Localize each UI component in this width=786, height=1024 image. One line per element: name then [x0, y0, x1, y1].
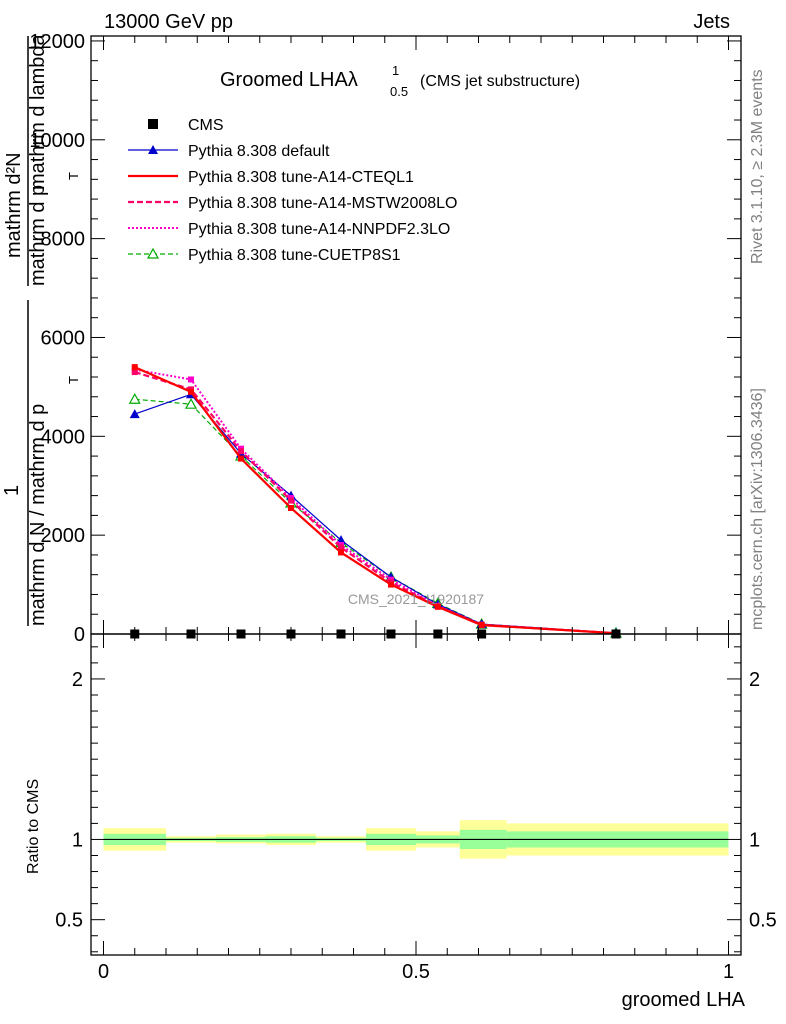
series-2-point-2 [238, 455, 244, 462]
x-tick-label-0: 0 [98, 961, 109, 983]
ylabel-prefix: 1 [1, 485, 23, 496]
rivet-label: Rivet 3.1.10, ≥ 2.3M events [749, 69, 766, 264]
y-tick-label-1: 2000 [41, 525, 86, 547]
plot-frames: 0 2000 4000 6000 8000 10000 12000 0 0.5 1 0.5 0.5 1 1… [29, 31, 776, 983]
legend-marker-cms [148, 119, 158, 129]
x-tick-label-2: 1 [723, 961, 734, 983]
legend-marker-cuetp8s1 [146, 247, 160, 259]
title-sup: 1 [392, 63, 399, 78]
y-tick-label-0: 0 [74, 624, 85, 646]
legend-label-mstw: Pythia 8.308 tune-A14-MSTW2008LO [188, 195, 457, 212]
title-main: Groomed LHAλ [220, 69, 358, 91]
legend-label-cuetp8s1: Pythia 8.308 tune-CUETP8S1 [188, 247, 401, 264]
series-3-point-2 [238, 448, 244, 455]
watermark: CMS_2021_I1920187 [348, 591, 484, 607]
series-4-point-1 [188, 376, 194, 383]
legend-label-cteql1: Pythia 8.308 tune-A14-CTEQL1 [188, 169, 414, 186]
series-3-point-0 [131, 369, 138, 376]
ylabel-prefix-denom: mathrm d N / mathrm d p [27, 404, 49, 626]
svg-text:Groomed LHAλ: Groomed LHAλ [220, 69, 358, 91]
series-2-point-1 [188, 388, 194, 395]
ratio-y-tick-label-2: 2 [72, 669, 83, 691]
y-axis-label: mathrm d²N mathrm d p T mathrm d lambda … [1, 34, 81, 626]
ratio-frame [90, 633, 742, 956]
series-5-point-0 [128, 393, 141, 404]
plot-title: Groomed LHAλ 1 0.5 (CMS jet substructure… [220, 63, 580, 99]
legend-label-default: Pythia 8.308 default [188, 143, 330, 160]
y-tick-label-6: 12000 [29, 31, 85, 53]
ratio-bands [103, 820, 729, 859]
x-tick-label-1: 0.5 [402, 961, 430, 983]
legend-label-nnpdf: Pythia 8.308 tune-A14-NNPDF2.3LO [188, 221, 450, 238]
series-2-point-7 [478, 622, 485, 629]
ylabel-denom-sub: T [66, 172, 81, 180]
series-2-point-3 [288, 504, 294, 511]
ratio-y-tick-label-right-2: 2 [749, 669, 760, 691]
series-5-point-1 [184, 397, 198, 409]
title-tail: (CMS jet substructure) [420, 73, 580, 90]
ratio-y-tick-label-0: 0.5 [55, 910, 83, 932]
series-2-point-5 [388, 581, 394, 588]
series-3-point-4 [338, 544, 344, 551]
y-tick-label-4: 8000 [41, 229, 86, 251]
series-2-point-4 [338, 549, 344, 556]
ratio-y-tick-label-1: 1 [72, 829, 83, 851]
ylabel-numer: mathrm d²N [3, 152, 25, 258]
series-line-3 [134, 371, 617, 635]
legend: CMS Pythia 8.308 default Pythia 8.308 tu… [128, 117, 457, 264]
series-1-point-0 [129, 409, 140, 419]
series-3-point-3 [288, 497, 294, 504]
series-2-point-6 [434, 603, 441, 610]
ylabel-denom: mathrm d p [27, 185, 49, 286]
ratio-y-tick-label-right-1: 1 [749, 829, 760, 851]
y-tick-label-5: 10000 [29, 130, 85, 152]
ratio-y-tick-label-right-0: 0.5 [749, 910, 777, 932]
ylabel-prefix-sub: T [66, 376, 81, 384]
title-sub: 0.5 [390, 84, 408, 99]
series-2-point-0 [131, 364, 138, 371]
x-axis-label: groomed LHA [622, 989, 746, 1011]
energy-label: 13000 GeV pp [104, 11, 233, 33]
ylabel-denom-tail: mathrm d lambda [27, 34, 49, 190]
ratio-y-label: Ratio to CMS [25, 779, 42, 874]
legend-label-cms: CMS [188, 117, 224, 134]
y-tick-label-3: 6000 [41, 327, 86, 349]
site-label: mcplots.cern.ch [arXiv:1306.3436] [749, 388, 766, 630]
legend-marker-default [148, 145, 158, 154]
y-tick-label-2: 4000 [41, 426, 86, 448]
category-label: Jets [693, 11, 730, 33]
